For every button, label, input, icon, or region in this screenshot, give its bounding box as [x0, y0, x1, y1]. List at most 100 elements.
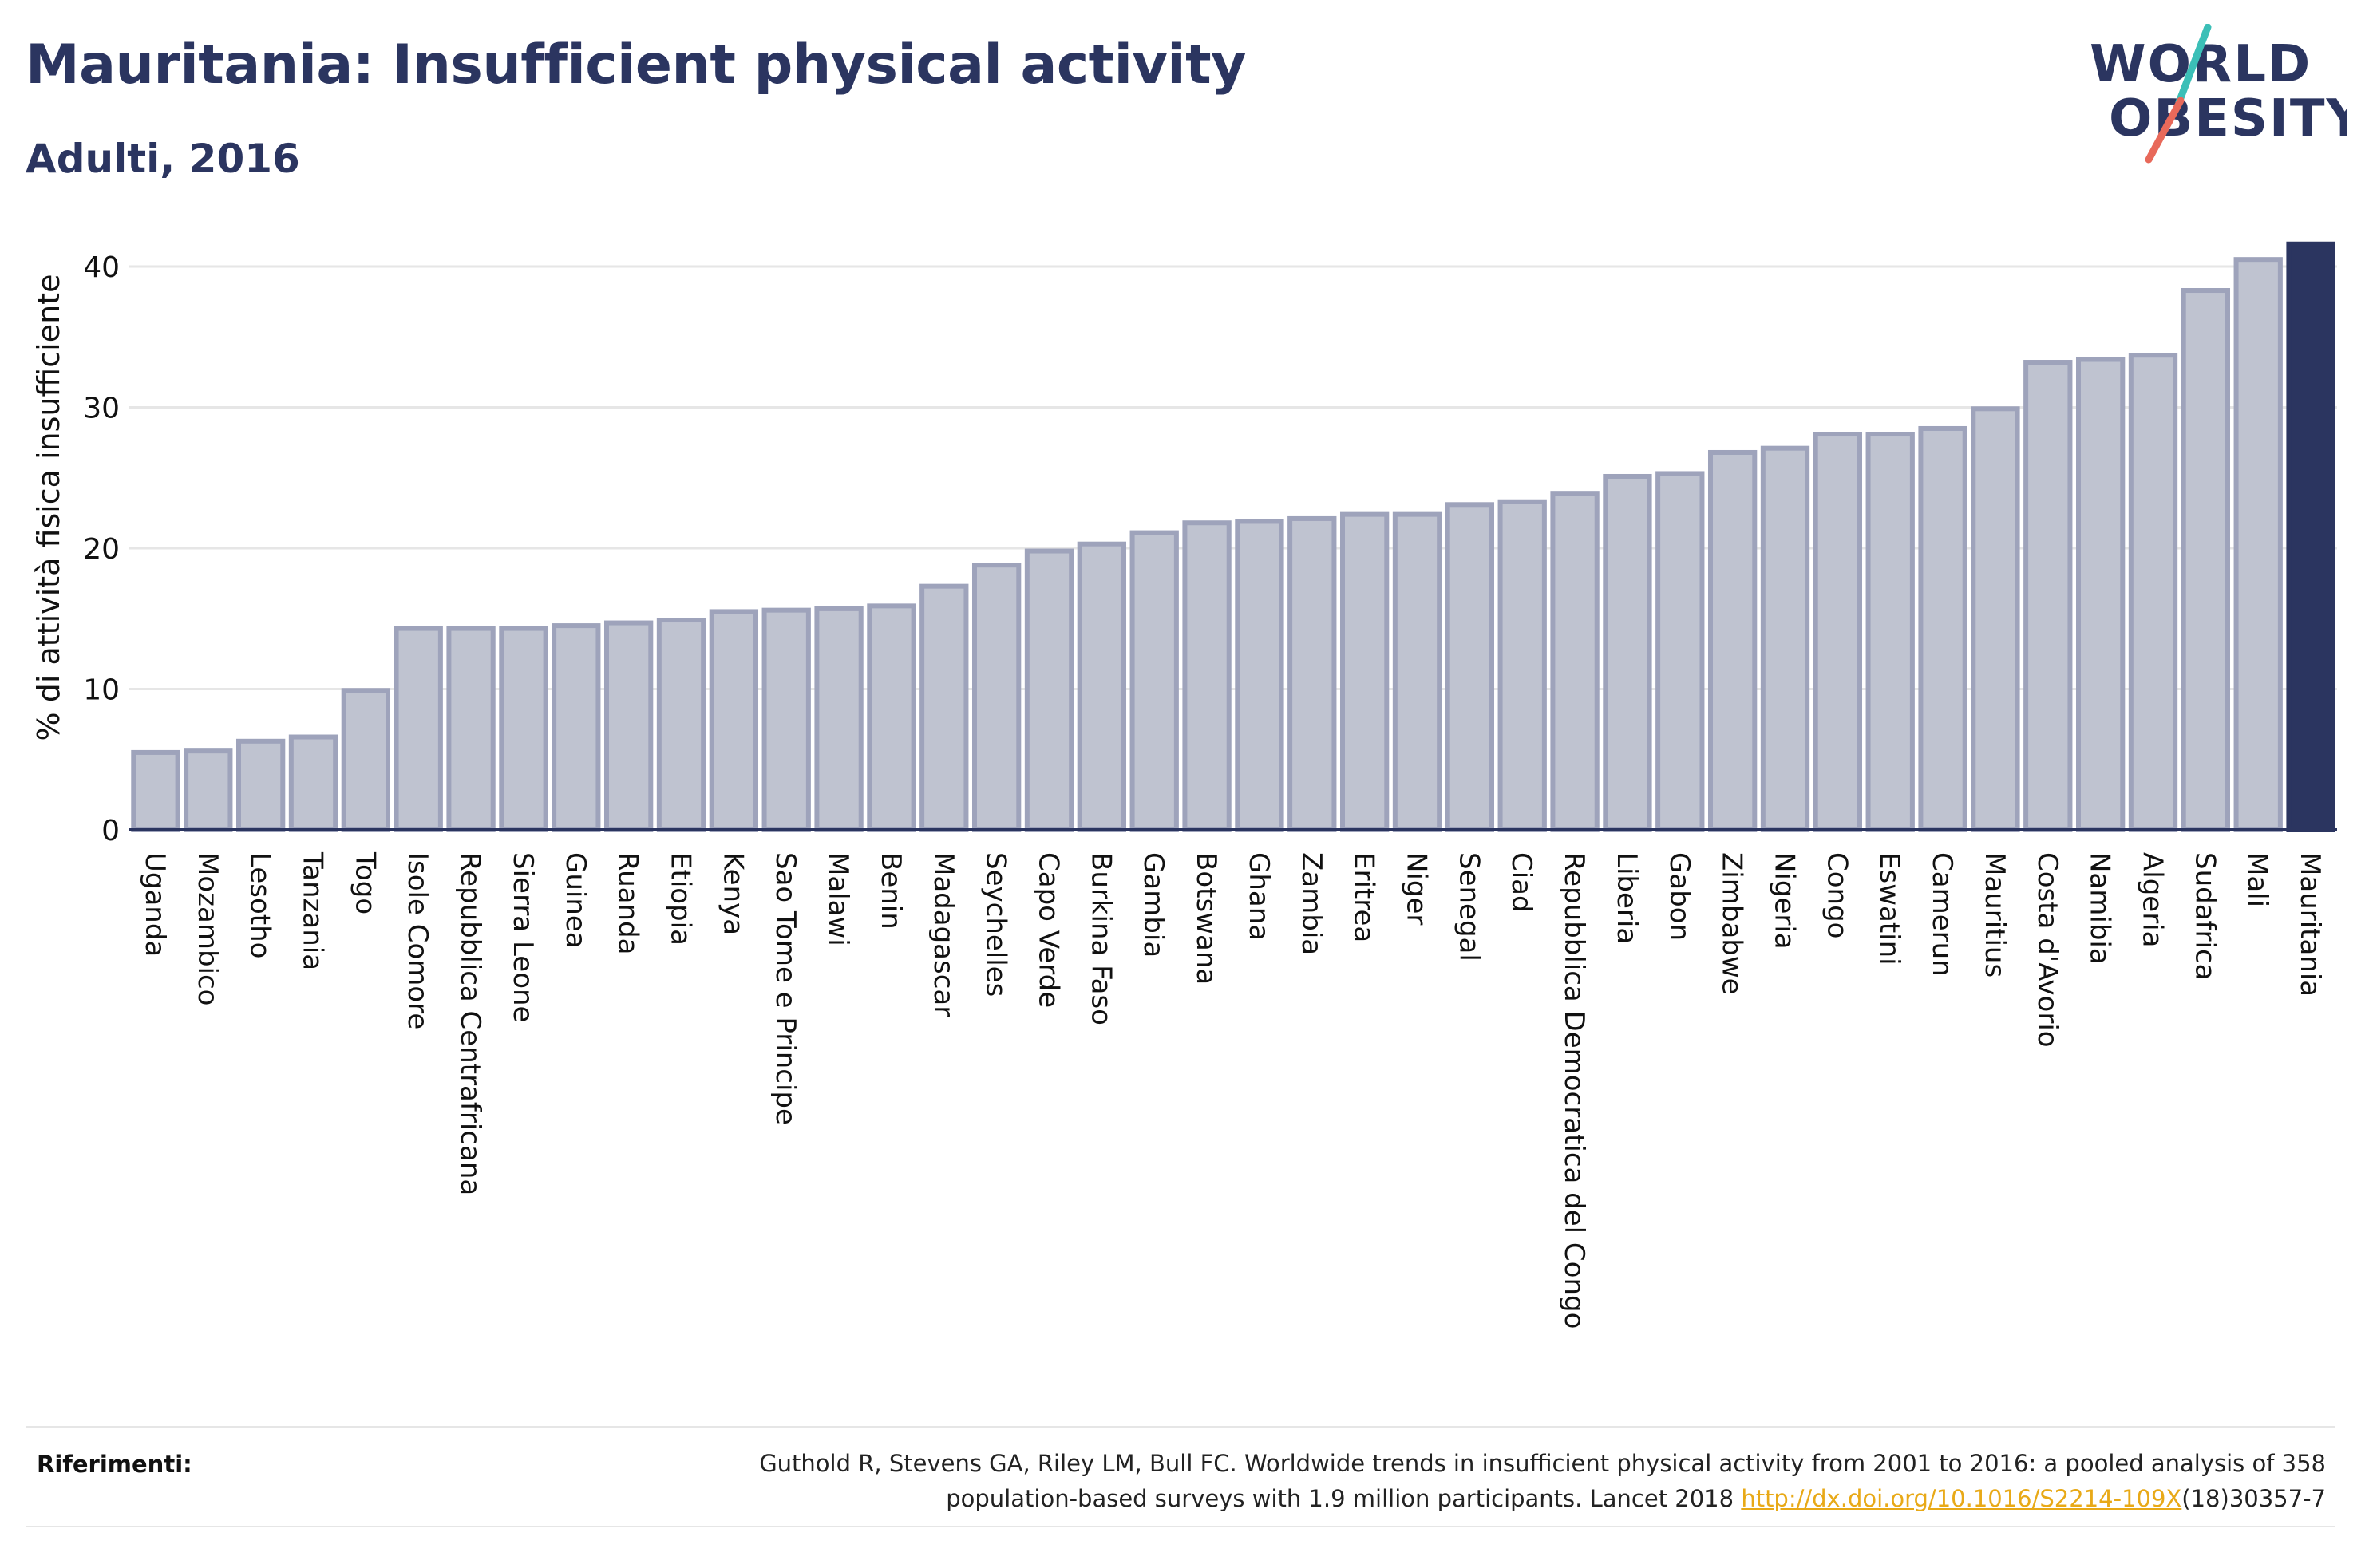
- bar: [919, 583, 969, 833]
- references-text: Guthold R, Stevens GA, Riley LM, Bull FC…: [410, 1446, 2326, 1516]
- bar-chart: 0 10 20 30 40 Uganda Mozambico Lesotho Tanzania T…: [31, 241, 2337, 1329]
- x-tick-label: Mali: [2241, 852, 2273, 907]
- y-tick-label: 40: [83, 251, 120, 284]
- bar: [446, 626, 496, 832]
- bar: [1287, 515, 1337, 832]
- x-tick-label: Niger: [1401, 852, 1433, 925]
- x-tick-label: Liberia: [1611, 852, 1643, 944]
- references-line-1: Guthold R, Stevens GA, Riley LM, Bull FC…: [759, 1450, 2326, 1477]
- y-tick-label: 0: [101, 815, 120, 847]
- chart-title: Mauritania: Insufficient physical activi…: [26, 34, 1246, 97]
- bar: [656, 618, 706, 832]
- bar: [1655, 471, 1705, 833]
- x-tick-label: Gambia: [1137, 852, 1169, 958]
- bar: [552, 623, 601, 833]
- x-tick-label: Eritrea: [1348, 852, 1380, 942]
- bar: [867, 603, 916, 832]
- x-tick-label: Uganda: [139, 852, 171, 957]
- y-tick-label: 20: [83, 533, 120, 566]
- bar: [1865, 432, 1915, 832]
- bars: [131, 241, 2335, 833]
- chart-subtitle: Adulti, 2016: [26, 136, 300, 182]
- y-tick-label: 10: [83, 674, 120, 707]
- x-tick-label: Ghana: [1243, 852, 1275, 941]
- references-line-2: population-based surveys with 1.9 millio…: [410, 1481, 2326, 1516]
- bar: [184, 748, 233, 832]
- bar: [1445, 502, 1495, 832]
- bar: [2128, 353, 2178, 832]
- bar: [1760, 445, 1810, 832]
- logo-slash-red: [2145, 97, 2185, 164]
- x-tick-label: Senegal: [1453, 852, 1485, 962]
- axes: 0 10 20 30 40 Uganda Mozambico Lesotho Tanzania T…: [83, 251, 2337, 1329]
- bar: [1024, 548, 1074, 833]
- y-tick-label: 30: [83, 393, 120, 425]
- bar: [2233, 257, 2283, 832]
- x-tick-label: Zambia: [1295, 852, 1327, 955]
- logo-slash-teal: [2175, 24, 2212, 106]
- bar: [341, 688, 391, 833]
- x-tick-label: Mauritania: [2294, 852, 2326, 997]
- x-tick-label: Camerun: [1926, 852, 1958, 977]
- bar: [1392, 511, 1442, 832]
- x-tick-label: Malawi: [822, 852, 854, 946]
- x-tick-label: Repubblica Democratica del Congo: [1558, 852, 1590, 1329]
- x-tick-label: Etiopia: [665, 852, 697, 946]
- references-line-2-suffix: (18)30357-7: [2181, 1485, 2326, 1512]
- x-tick-label: Congo: [1821, 852, 1853, 938]
- bar: [1971, 406, 2020, 832]
- bar: [1813, 432, 1863, 832]
- x-tick-label: Benin: [875, 852, 907, 930]
- bar: [603, 620, 654, 832]
- bar: [1182, 520, 1232, 832]
- x-tick-label: Burkina Faso: [1085, 852, 1117, 1025]
- x-tick-label: Isole Comore: [401, 852, 433, 1029]
- bar: [131, 749, 180, 832]
- references-line-2-prefix: population-based surveys with 1.9 millio…: [946, 1485, 1742, 1512]
- logo-line-2: OBESITY: [2109, 89, 2347, 148]
- bar: [1550, 491, 1600, 832]
- bar: [1077, 541, 1127, 833]
- references-top-rule: [26, 1426, 2335, 1428]
- world-obesity-logo: WORLD OBESITY: [2090, 24, 2347, 164]
- grid-lines: [129, 265, 2337, 690]
- x-tick-label: Zimbabwe: [1716, 852, 1748, 995]
- bar: [2075, 357, 2126, 832]
- bar: [1603, 473, 1652, 832]
- bar-highlighted: [2286, 241, 2335, 832]
- x-tick-label: Togo: [349, 851, 381, 914]
- bar: [394, 626, 443, 832]
- bar: [1497, 499, 1547, 832]
- references-bottom-rule: [26, 1526, 2335, 1527]
- bar: [1339, 511, 1390, 832]
- bar: [499, 626, 548, 832]
- y-axis-label: % di attività fisica insufficiente: [31, 274, 66, 741]
- bar: [971, 563, 1022, 832]
- doi-link[interactable]: http://dx.doi.org/10.1016/S2214-109X: [1741, 1485, 2182, 1512]
- x-tick-label: Repubblica Centrafricana: [454, 852, 486, 1195]
- x-tick-label: Sudafrica: [2189, 852, 2221, 980]
- bar: [1129, 530, 1179, 833]
- x-tick-label: Guinea: [560, 852, 591, 949]
- x-tick-label: Seychelles: [980, 852, 1012, 997]
- bar: [235, 738, 286, 832]
- x-tick-label: Algeria: [2137, 852, 2169, 947]
- bar: [2181, 288, 2231, 832]
- x-tick-label: Madagascar: [927, 852, 959, 1017]
- x-tick-label: Ciad: [1505, 852, 1537, 913]
- x-tick-label: Kenya: [717, 852, 749, 935]
- x-tick-label: Botswana: [1190, 852, 1222, 985]
- x-tick-label: Mozambico: [192, 852, 223, 1005]
- bar: [709, 609, 759, 832]
- bar: [1235, 519, 1284, 833]
- x-tick-label: Sao Tome e Principe: [769, 852, 801, 1125]
- references-label: Riferimenti:: [37, 1451, 192, 1478]
- bar: [761, 607, 811, 832]
- bar: [2023, 360, 2073, 832]
- x-tick-label: Sierra Leone: [507, 852, 539, 1022]
- x-tick-label: Mauritius: [1979, 852, 2011, 978]
- x-tick-label: Eswatini: [1873, 852, 1905, 966]
- x-tick-label: Costa d'Avorio: [2031, 852, 2063, 1048]
- bar: [288, 734, 338, 833]
- x-tick-label: Ruanda: [612, 852, 644, 954]
